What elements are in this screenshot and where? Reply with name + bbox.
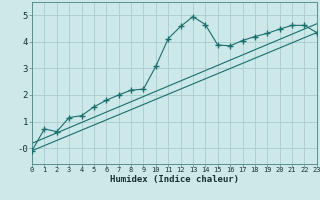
X-axis label: Humidex (Indice chaleur): Humidex (Indice chaleur) xyxy=(110,175,239,184)
